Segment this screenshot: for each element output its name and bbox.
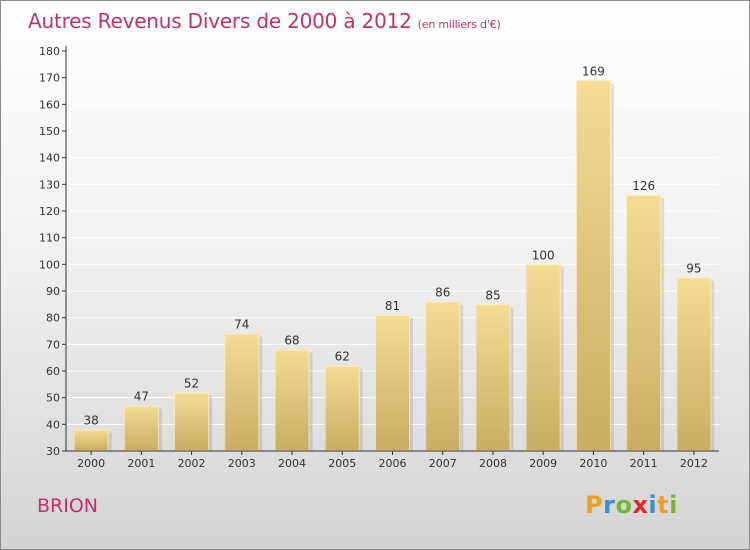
y-tick-label: 60: [46, 365, 60, 378]
data-label: 68: [284, 334, 299, 348]
bar: [425, 301, 461, 451]
logo-letter: i: [669, 491, 678, 519]
bar: [123, 405, 159, 451]
x-tick-label: 2008: [479, 457, 507, 470]
y-tick-label: 180: [39, 45, 60, 58]
proxiti-logo: Proxiti: [585, 491, 678, 519]
data-label: 86: [435, 286, 450, 300]
logo-letter: o: [615, 491, 633, 519]
x-tick-label: 2009: [529, 457, 557, 470]
chart-title-text: Autres Revenus Divers de 2000 à 2012: [28, 9, 412, 33]
bar: [274, 349, 310, 451]
data-label: 81: [385, 299, 400, 313]
x-tick-label: 2005: [328, 457, 356, 470]
x-tick-label: 2010: [579, 457, 607, 470]
logo-letter: r: [603, 491, 616, 519]
y-tick-label: 170: [39, 72, 60, 85]
chart-title: Autres Revenus Divers de 2000 à 2012 (en …: [28, 9, 501, 33]
bar: [575, 80, 611, 451]
data-label: 74: [234, 318, 249, 332]
data-label: 62: [335, 350, 350, 364]
y-tick-label: 110: [39, 232, 60, 245]
data-label: 52: [184, 376, 199, 390]
data-label: 95: [686, 262, 701, 276]
bar: [375, 315, 410, 451]
x-tick-label: 2002: [178, 457, 206, 470]
place-name: BRION: [37, 495, 99, 517]
bar: [174, 392, 210, 451]
bar: [475, 304, 511, 451]
bars: [73, 80, 715, 452]
chart-subtitle: (en milliers d'€): [417, 18, 501, 31]
y-tick-label: 160: [39, 98, 60, 111]
x-tick-label: 2012: [680, 457, 708, 470]
logo-letter: P: [585, 491, 604, 519]
bar: [224, 333, 260, 451]
logo-letter: t: [657, 491, 670, 519]
data-label: 169: [582, 64, 605, 78]
data-label: 85: [485, 288, 500, 302]
y-tick-label: 70: [46, 338, 60, 351]
labels: 30 40 50 60 70 80 90 100 110 120 130 140 150 160 170 18…: [39, 45, 708, 470]
y-tick-label: 30: [46, 445, 60, 458]
y-tick-label: 80: [46, 312, 60, 325]
y-tick-label: 90: [46, 285, 60, 298]
bar: [525, 264, 561, 451]
data-label: 47: [134, 390, 149, 404]
bar: [626, 195, 662, 451]
x-tick-label: 2003: [228, 457, 256, 470]
y-tick-label: 140: [39, 152, 60, 165]
y-tick-label: 50: [46, 392, 60, 405]
y-tick-label: 40: [46, 418, 60, 431]
x-tick-label: 2001: [127, 457, 155, 470]
y-tick-label: 130: [39, 178, 60, 191]
axes: [62, 46, 719, 455]
x-tick-label: 2000: [77, 457, 105, 470]
y-tick-label: 100: [39, 258, 60, 271]
data-label: 38: [83, 414, 98, 428]
bar: [73, 429, 109, 451]
x-tick-label: 2006: [379, 457, 407, 470]
bar: [676, 277, 712, 451]
y-tick-label: 150: [39, 125, 60, 138]
data-label: 126: [632, 179, 655, 193]
logo-letter: i: [648, 491, 658, 519]
x-tick-label: 2007: [429, 457, 457, 470]
x-tick-label: 2011: [630, 457, 658, 470]
logo-letter: x: [632, 491, 649, 519]
y-tick-label: 120: [39, 205, 60, 218]
data-label: 100: [532, 248, 555, 262]
bar: [324, 365, 360, 451]
x-tick-label: 2004: [278, 457, 306, 470]
